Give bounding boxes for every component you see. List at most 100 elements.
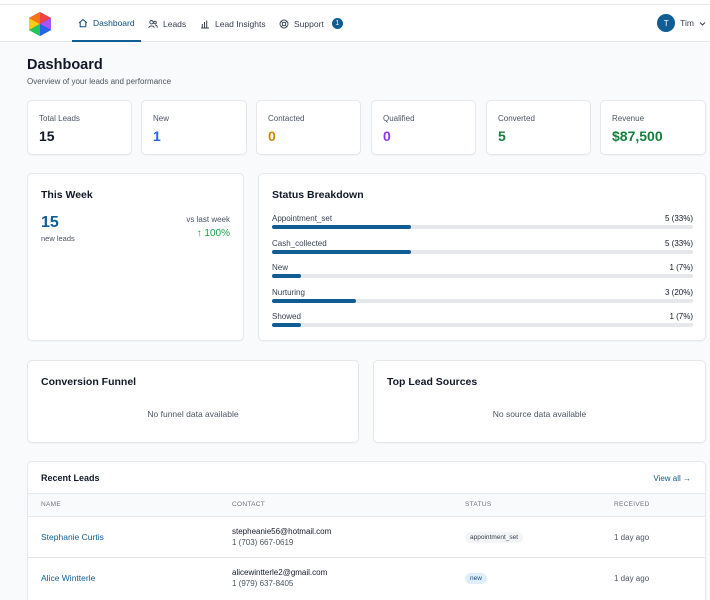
status-badge: new [465,573,487,584]
table-row[interactable]: Stephanie Curtis stepheanie56@hotmail.co… [28,516,705,557]
week-count: 15 [41,214,59,231]
nav-leads-label: Leads [163,18,187,29]
user-name: Tim [680,18,694,28]
nav-support[interactable]: Support 1 [279,5,343,42]
status-bar-fill [272,323,302,327]
lead-phone: 1 (979) 637-8405 [232,578,294,588]
nav-support-label: Support [294,18,324,29]
bar-chart-icon [201,20,209,28]
lead-contact: stepheanie56@hotmail.com 1 (703) 667-061… [232,527,331,548]
status-bar-row: Showed 1 (7%) [272,312,693,332]
status-breakdown-card: Status Breakdown Appointment_set 5 (33%) C… [258,173,706,341]
status-bar-label: New [272,263,289,272]
support-icon [279,19,289,28]
week-count-label: new leads [41,234,75,243]
lead-email: alicewintterle2@gmail.com [232,568,328,577]
status-bar-label: Nurturing [272,287,305,297]
nav-leads[interactable]: Leads [148,5,186,42]
lead-name-link[interactable]: Stephanie Curtis [41,532,104,542]
stat-value: 5 [498,128,506,144]
column-header-contact[interactable]: CONTACT [232,501,266,508]
status-bar-track [272,249,693,254]
lead-contact: alicewintterle2@gmail.com 1 (979) 637-84… [232,568,327,589]
funnel-empty-message: No funnel data available [147,409,239,419]
stat-label: New [153,114,170,123]
status-bar-label: Appointment_set [272,214,333,223]
status-bar-track [272,298,693,303]
stat-label: Qualified [383,114,415,123]
sources-empty-message: No source data available [492,409,587,419]
stat-card-converted: Converted 5 [486,100,591,155]
support-badge: 1 [331,18,343,29]
top-navbar: Dashboard Leads Lead Insights Support 1 … [0,5,710,42]
view-all-link[interactable]: View all → [653,474,691,483]
lead-phone: 1 (703) 667-0619 [232,537,294,547]
conversion-funnel-card: Conversion Funnel No funnel data availab… [27,360,359,443]
status-bar-value: 1 (7%) [669,312,693,321]
status-bar-row: New 1 (7%) [272,263,693,283]
status-bar-fill [272,274,302,278]
lead-name-link[interactable]: Alice Wintterle [41,573,96,583]
stat-value: 0 [268,128,276,144]
page-subtitle: Overview of your leads and performance [27,77,172,86]
top-lead-sources-card: Top Lead Sources No source data availabl… [373,360,706,443]
stat-label: Contacted [268,114,305,123]
app-logo[interactable] [27,11,53,37]
status-bar-label: Showed [272,312,301,321]
stat-card-new: New 1 [141,100,247,155]
status-bar-track [272,225,693,229]
this-week-card: This Week 15 new leads vs last week ↑ 10… [27,173,244,341]
column-header-name[interactable]: NAME [41,501,61,508]
week-change: ↑ 100% [196,228,230,239]
status-bar-value: 1 (7%) [669,263,693,272]
status-bar-value: 5 (33%) [664,238,693,248]
status-bar-row: Cash_collected 5 (33%) [272,239,693,259]
stat-value: 15 [39,128,55,144]
status-bar-fill [272,298,357,303]
stat-value: 0 [383,128,391,144]
card-title: This Week [41,189,93,201]
compare-label: vs last week [186,215,230,224]
nav-dashboard[interactable]: Dashboard [72,5,141,42]
nav-lead-insights[interactable]: Lead Insights [200,5,266,42]
status-badge: appointment_set [465,532,524,543]
table-header [28,493,705,516]
status-bar-row: Appointment_set 5 (33%) [272,214,693,234]
status-bar-row: Nurturing 3 (20%) [272,288,693,308]
stat-card-contacted: Contacted 0 [256,100,361,155]
card-title: Recent Leads [41,473,100,483]
stat-label: Total Leads [39,114,80,123]
stat-value: 1 [153,128,161,144]
avatar: T [657,14,676,32]
status-bar-track [272,323,693,327]
status-bar-track [272,274,693,278]
lead-email: stepheanie56@hotmail.com [232,527,332,536]
status-bar-value: 3 (20%) [664,287,693,297]
page-title: Dashboard [27,57,103,73]
stat-value: $87,500 [612,128,663,144]
nav-dashboard-label: Dashboard [93,17,135,28]
status-bar-value: 5 (33%) [664,214,693,223]
card-title: Top Lead Sources [387,376,478,388]
home-icon [78,18,88,27]
stat-label: Revenue [612,114,645,123]
card-title: Conversion Funnel [41,376,137,388]
stat-card-revenue: Revenue $87,500 [600,100,706,155]
recent-leads-card: Recent Leads View all → NAME CONTACT STA… [27,461,706,600]
card-title: Status Breakdown [272,189,364,201]
chevron-down-icon [699,21,706,26]
table-row[interactable]: Alice Wintterle alicewintterle2@gmail.co… [28,557,705,598]
lead-received: 1 day ago [614,533,650,542]
nav-lead-insights-label: Lead Insights [215,18,266,29]
status-bar-fill [272,225,411,229]
status-bar-label: Cash_collected [272,238,327,248]
column-header-received[interactable]: RECEIVED [614,501,650,508]
stat-label: Converted [498,114,535,123]
user-menu[interactable]: T Tim [657,14,706,32]
status-bar-fill [272,249,411,254]
stat-card-qualified: Qualified 0 [371,100,476,155]
stat-card-total-leads: Total Leads 15 [27,100,132,155]
lead-received: 1 day ago [614,574,650,583]
column-header-status[interactable]: STATUS [465,501,492,508]
top-strip [0,0,710,5]
